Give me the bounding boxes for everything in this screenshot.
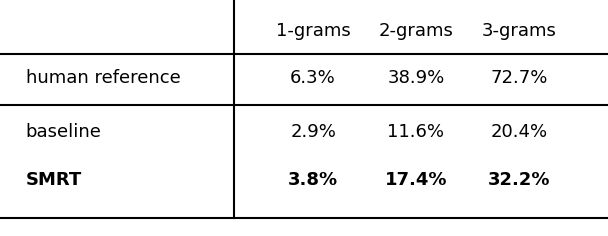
Text: 38.9%: 38.9% <box>387 69 444 87</box>
Text: SMRT: SMRT <box>26 171 82 189</box>
Text: 3.8%: 3.8% <box>288 171 338 189</box>
Text: 1-grams: 1-grams <box>275 21 350 40</box>
Text: human reference: human reference <box>26 69 181 87</box>
Text: 72.7%: 72.7% <box>490 69 548 87</box>
Text: baseline: baseline <box>26 123 102 141</box>
Text: 2-grams: 2-grams <box>379 21 454 40</box>
Text: 3-grams: 3-grams <box>482 21 556 40</box>
Text: 32.2%: 32.2% <box>488 171 550 189</box>
Text: 20.4%: 20.4% <box>490 123 547 141</box>
Text: 2.9%: 2.9% <box>290 123 336 141</box>
Text: 11.6%: 11.6% <box>387 123 444 141</box>
Text: 6.3%: 6.3% <box>290 69 336 87</box>
Text: 17.4%: 17.4% <box>385 171 447 189</box>
